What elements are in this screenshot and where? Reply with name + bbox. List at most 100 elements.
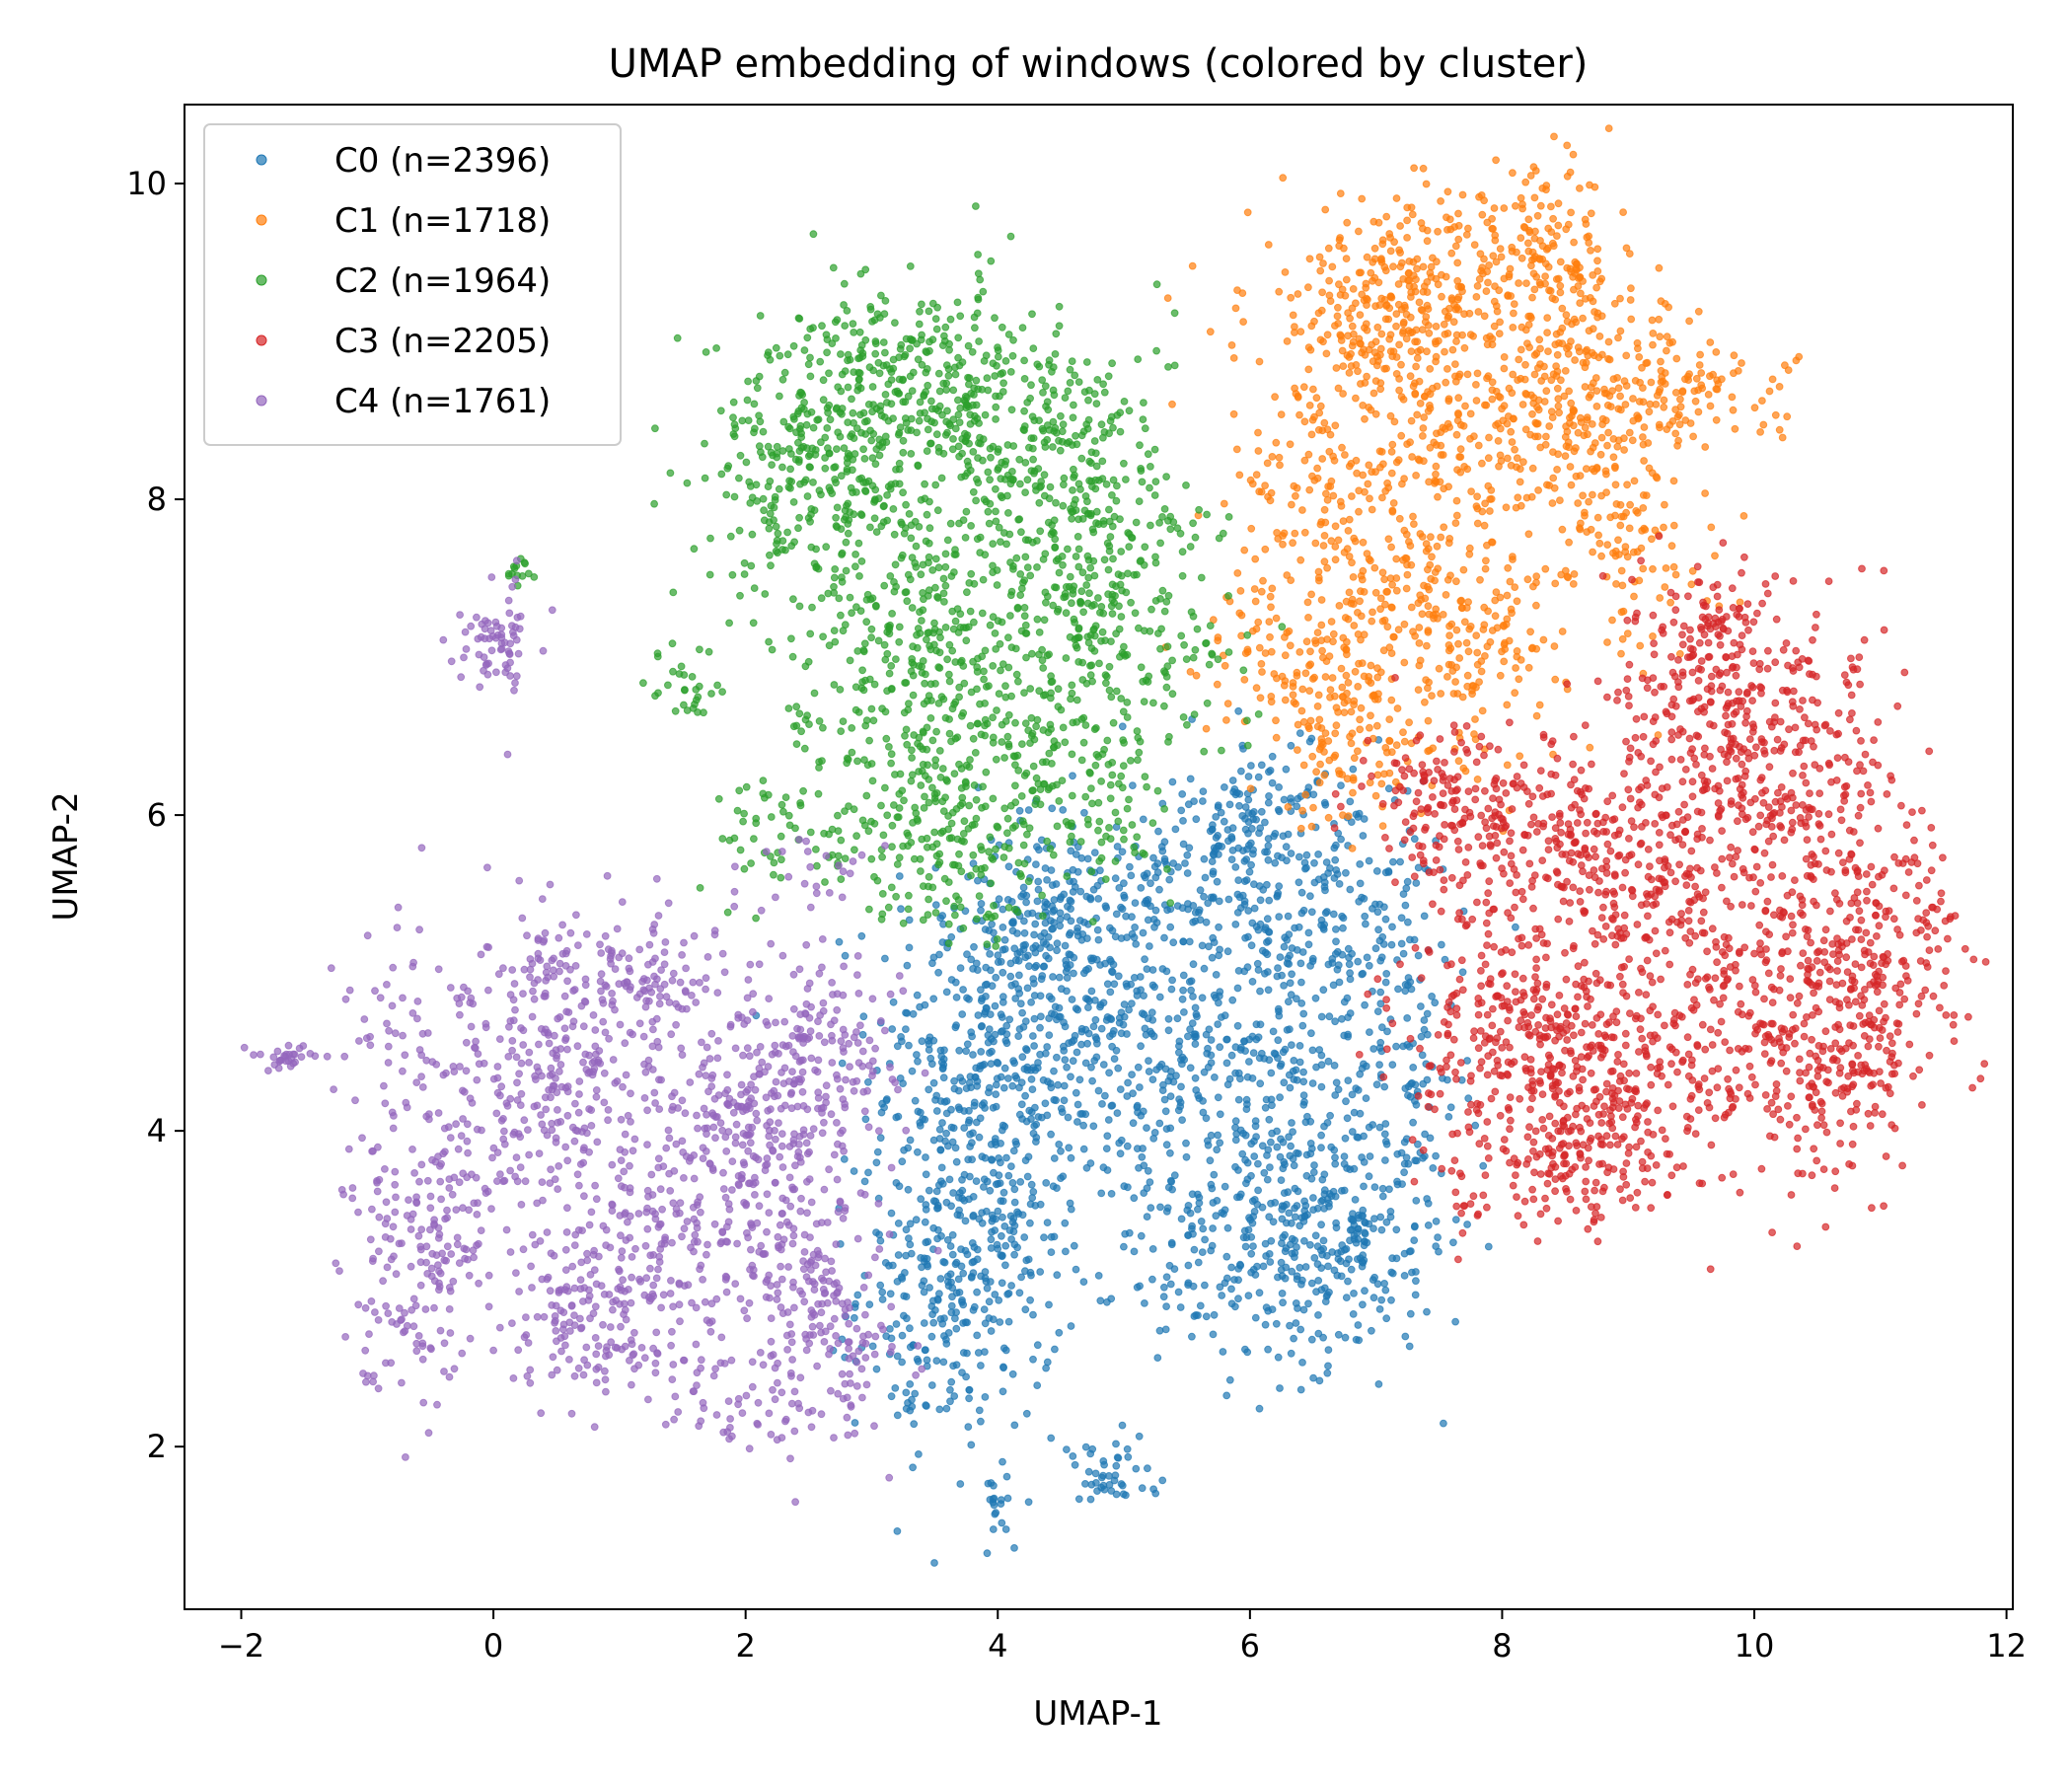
data-point	[1348, 558, 1356, 567]
data-point	[1525, 343, 1533, 352]
data-point	[1317, 1221, 1325, 1229]
data-point	[1281, 651, 1290, 660]
data-point	[883, 399, 891, 407]
data-point	[868, 1342, 877, 1351]
data-point	[1280, 681, 1289, 690]
data-point	[1606, 403, 1615, 411]
data-point	[1504, 454, 1512, 463]
data-point	[1338, 1187, 1346, 1195]
data-point	[1260, 1055, 1269, 1063]
data-point	[917, 1108, 925, 1117]
data-point	[1348, 845, 1357, 852]
data-point	[1305, 402, 1314, 409]
data-point	[1264, 855, 1273, 864]
data-point	[992, 517, 1000, 526]
data-point	[1247, 941, 1256, 950]
data-point	[1395, 386, 1403, 395]
data-point	[1068, 507, 1075, 516]
data-point	[1517, 254, 1526, 262]
data-point	[1227, 1285, 1235, 1294]
data-point	[954, 353, 962, 362]
data-point	[992, 1141, 1000, 1148]
data-point	[1313, 703, 1322, 710]
data-point	[1320, 798, 1329, 807]
data-point	[1057, 411, 1065, 420]
data-point	[906, 262, 915, 270]
data-point	[960, 1170, 969, 1179]
data-point	[743, 396, 752, 405]
data-point	[1351, 1196, 1360, 1204]
data-point	[1366, 1152, 1374, 1160]
data-point	[1091, 997, 1099, 1004]
data-point	[1048, 1009, 1056, 1018]
data-point	[1415, 639, 1424, 647]
data-point	[1048, 804, 1057, 813]
data-point	[1346, 314, 1354, 323]
data-point	[1148, 981, 1157, 990]
data-point	[1320, 532, 1329, 540]
data-point	[969, 1269, 978, 1277]
data-point	[1015, 1083, 1023, 1092]
data-point	[1238, 289, 1247, 298]
data-point	[1266, 767, 1275, 775]
data-point	[922, 1153, 929, 1161]
data-point	[1415, 456, 1424, 465]
data-point	[1057, 1104, 1066, 1113]
data-point	[917, 335, 925, 344]
data-point	[1097, 1189, 1106, 1198]
data-point	[1352, 1084, 1361, 1092]
data-point	[1406, 438, 1414, 447]
data-point	[1289, 539, 1296, 548]
data-point	[843, 459, 851, 467]
data-point	[1313, 464, 1321, 473]
data-point	[1255, 1404, 1264, 1413]
data-point	[1560, 392, 1569, 401]
data-point	[1072, 1265, 1080, 1274]
data-point	[1468, 690, 1476, 699]
data-point	[744, 377, 752, 386]
data-point	[1180, 1008, 1188, 1016]
data-point	[1402, 530, 1411, 539]
data-point	[1164, 1014, 1173, 1023]
data-point	[1116, 408, 1125, 417]
data-point	[989, 1315, 998, 1324]
data-point	[1099, 1457, 1108, 1465]
data-point	[1146, 942, 1153, 950]
data-point	[1058, 437, 1067, 446]
data-point	[1235, 471, 1244, 480]
data-point	[1331, 555, 1340, 564]
data-point	[1531, 167, 1540, 175]
data-point	[1237, 767, 1245, 776]
data-point	[1301, 790, 1310, 799]
data-point	[883, 1095, 891, 1103]
data-point	[1574, 282, 1583, 290]
data-point	[913, 428, 921, 437]
data-point	[1504, 412, 1513, 420]
data-point	[1388, 580, 1396, 589]
data-point	[1111, 874, 1120, 883]
data-point	[1294, 290, 1302, 298]
data-point	[1140, 992, 1147, 999]
data-point	[1614, 333, 1622, 342]
data-point	[1371, 302, 1379, 311]
data-point	[1589, 271, 1597, 279]
data-point	[1342, 255, 1351, 263]
data-point	[896, 423, 905, 432]
data-point	[1017, 1273, 1025, 1282]
data-point	[1653, 392, 1662, 400]
data-point	[1324, 1362, 1332, 1370]
data-point	[1380, 1082, 1389, 1091]
data-point	[1275, 1007, 1283, 1015]
data-point	[915, 320, 924, 329]
data-point	[1486, 333, 1494, 340]
data-point	[1407, 560, 1416, 569]
data-point	[1627, 284, 1635, 293]
data-point	[1383, 587, 1391, 596]
data-point	[1447, 620, 1456, 629]
data-point	[1440, 523, 1448, 532]
data-point	[1042, 1179, 1051, 1187]
data-point	[1023, 476, 1032, 484]
data-point	[1443, 575, 1452, 584]
data-point	[1122, 912, 1130, 921]
data-point	[1212, 1212, 1221, 1221]
